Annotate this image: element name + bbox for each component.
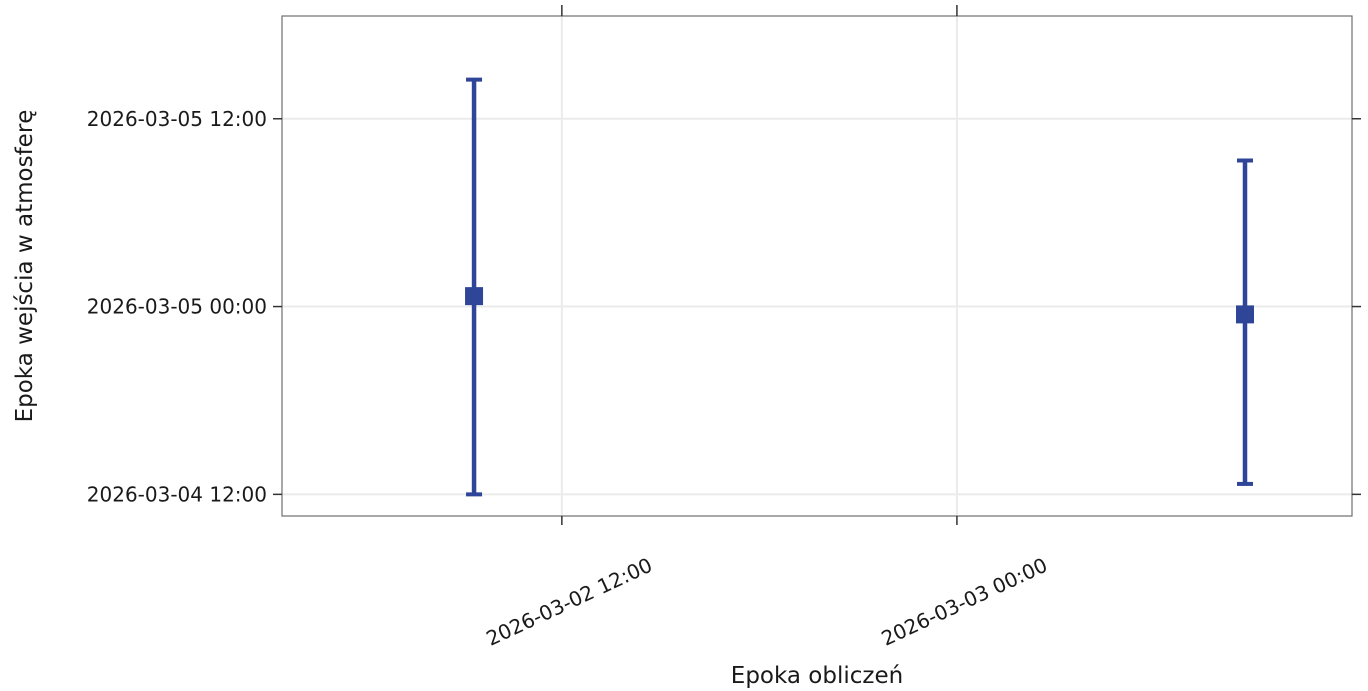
y-tick-label: 2026-03-05 12:00 — [87, 107, 267, 131]
series — [465, 77, 1254, 497]
grid — [282, 16, 1352, 516]
data-point — [465, 77, 484, 497]
x-axis-label: Epoka obliczeń — [731, 663, 903, 689]
y-tick-labels: 2026-03-04 12:00 2026-03-05 00:00 2026-03-… — [87, 107, 267, 507]
y-tick-label: 2026-03-04 12:00 — [87, 482, 267, 506]
point-marker — [1236, 305, 1254, 324]
plot-frame — [281, 15, 1353, 517]
data-point — [1236, 158, 1254, 486]
point-marker — [465, 287, 484, 306]
y-tick-label: 2026-03-05 00:00 — [87, 295, 267, 319]
y-axis-label: Epoka wejścia w atmosferę — [12, 110, 38, 423]
axis-ticks — [273, 5, 1361, 525]
